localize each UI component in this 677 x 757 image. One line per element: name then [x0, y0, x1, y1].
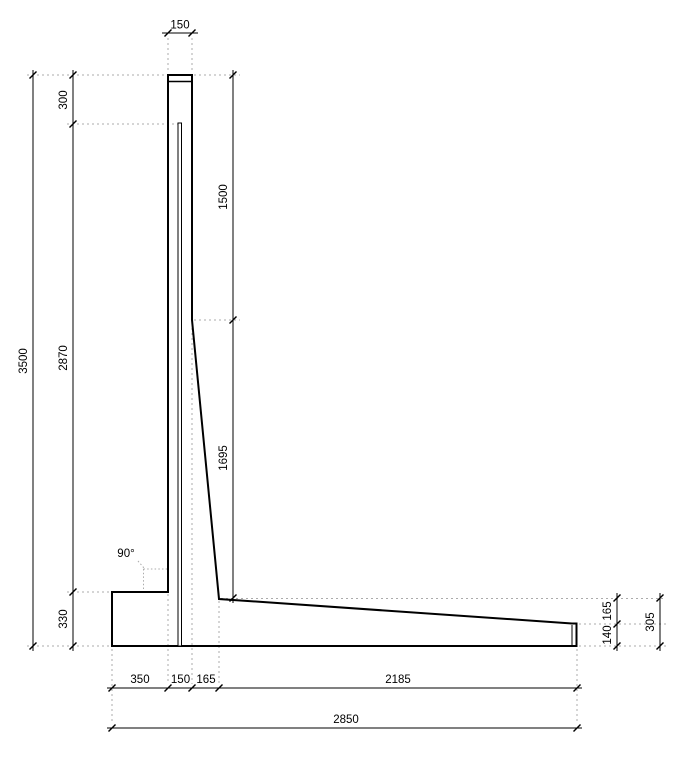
dim-tick: [573, 684, 581, 692]
dim-tick: [188, 684, 196, 692]
dim-base-batter-label: 165: [196, 674, 215, 686]
dim-base-total-label: 2850: [333, 714, 359, 726]
dim-tick: [108, 684, 116, 692]
extension-lines: [27, 38, 666, 724]
dim-tick: [69, 588, 77, 596]
angle-leader-line: [137, 560, 145, 569]
dim-stem-height-label: 2870: [58, 345, 70, 371]
dim-tick: [229, 71, 237, 79]
dim-tick: [164, 29, 172, 37]
dim-tick: [69, 642, 77, 650]
wall-section-outline: [111, 74, 578, 647]
dimension-lines: [32, 32, 661, 729]
dim-toe-lower-label: 140: [602, 625, 614, 644]
dim-stem-lower-label: 1695: [218, 445, 230, 471]
dim-tick: [215, 684, 223, 692]
dim-top-width-label: 150: [170, 20, 189, 32]
corner-angle-label: 90°: [117, 548, 134, 560]
dim-tick: [613, 594, 621, 602]
dim-base-heel-label: 350: [130, 674, 149, 686]
dimension-ticks: [29, 29, 664, 732]
dim-heel-thickness-label: 330: [58, 609, 70, 628]
dim-stem-upper-label: 1500: [218, 184, 230, 210]
dim-tick: [188, 29, 196, 37]
dim-tick: [69, 120, 77, 128]
wall-geometry: [111, 74, 578, 647]
dim-tick: [613, 620, 621, 628]
right-angle-marker: [137, 560, 167, 591]
dim-toe-total-label: 305: [645, 612, 657, 631]
dim-tick: [164, 684, 172, 692]
dim-tick: [29, 71, 37, 79]
dim-toe-upper-label: 165: [602, 601, 614, 620]
dim-tick: [573, 724, 581, 732]
dim-tick: [656, 594, 664, 602]
dim-top-offset-label: 300: [58, 90, 70, 109]
dimension-labels: 150 3500 300 2870 330 1500 1695 90° 165 …: [18, 20, 657, 727]
stem-joint-line: [177, 122, 182, 647]
dim-tick: [69, 71, 77, 79]
dim-tick: [29, 642, 37, 650]
dim-base-stem-label: 150: [171, 674, 190, 686]
dim-tick: [613, 642, 621, 650]
dim-tick: [656, 642, 664, 650]
dim-total-height-label: 3500: [18, 348, 30, 374]
dim-base-toe-label: 2185: [385, 674, 411, 686]
dim-tick: [229, 316, 237, 324]
dim-tick: [108, 724, 116, 732]
dim-tick: [229, 594, 237, 602]
